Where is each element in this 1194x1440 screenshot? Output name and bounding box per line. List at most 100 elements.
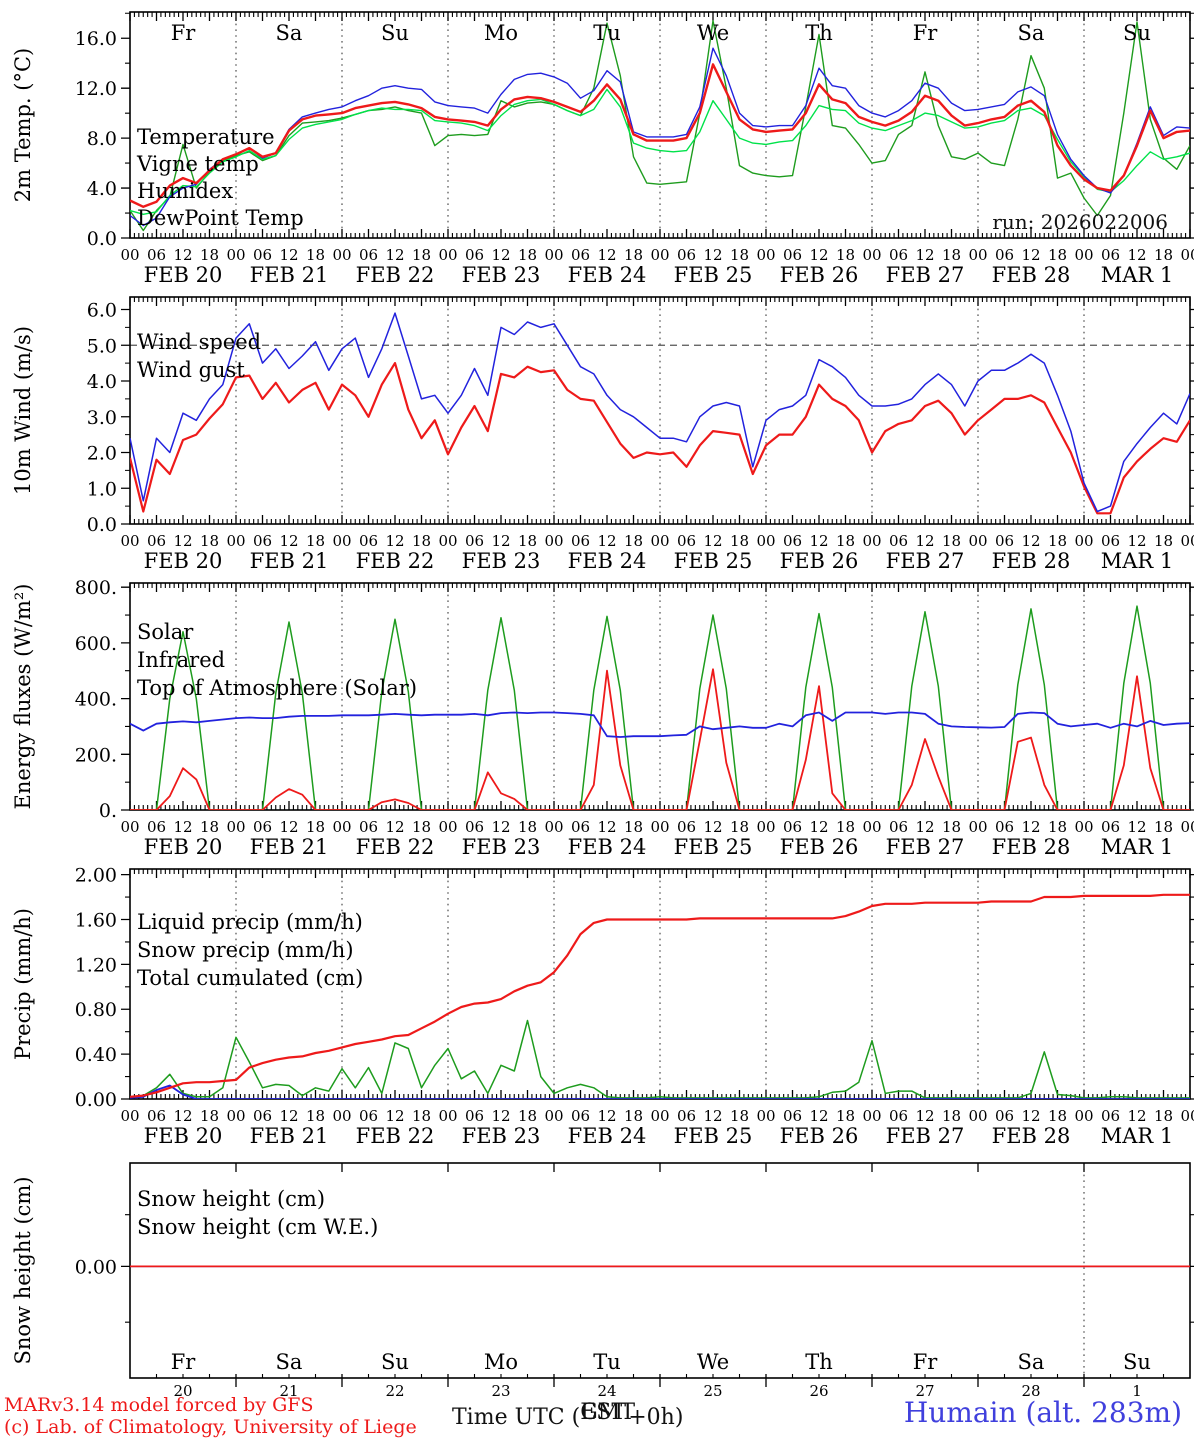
x-hour-label: 12 xyxy=(279,246,298,264)
x-date-label: FEB 25 xyxy=(674,263,753,287)
x-hour-label: 06 xyxy=(147,818,166,836)
x-hour-label: 12 xyxy=(385,1107,404,1125)
x-hour-label: 18 xyxy=(200,532,219,550)
x-hour-label: 00 xyxy=(1180,532,1194,550)
x-day-number-label: 23 xyxy=(491,1382,510,1400)
x-hour-label: 18 xyxy=(200,1107,219,1125)
x-hour-label: 18 xyxy=(1048,1107,1067,1125)
x-hour-label: 00 xyxy=(332,818,351,836)
series-liquid-precip xyxy=(130,1019,1190,1099)
x-date-label: FEB 24 xyxy=(568,835,647,859)
x-hour-label: 18 xyxy=(1048,818,1067,836)
y-ticks-minor xyxy=(125,896,1194,1078)
x-hour-label: 00 xyxy=(226,532,245,550)
x-hour-label: 12 xyxy=(1127,1107,1146,1125)
series-humidex xyxy=(130,47,1190,227)
x-hour-label: 18 xyxy=(624,532,643,550)
series-wind-gust xyxy=(130,312,1190,513)
y-tick-label: 0.00 xyxy=(75,1089,117,1111)
x-hour-label: 12 xyxy=(809,532,828,550)
x-hour-label: 12 xyxy=(597,246,616,264)
x-hour-label: 18 xyxy=(518,246,537,264)
day-of-week-label: Fr xyxy=(171,1350,197,1374)
day-of-week-label: We xyxy=(697,21,729,45)
x-hour-label: 06 xyxy=(359,1107,378,1125)
x-date-label: FEB 21 xyxy=(250,549,329,573)
x-day-number-label: 20 xyxy=(173,1382,192,1400)
x-date-label: FEB 23 xyxy=(462,1124,541,1148)
x-hour-label: 06 xyxy=(359,532,378,550)
day-of-week-label: Tu xyxy=(593,1350,621,1374)
x-hour-label: 00 xyxy=(120,246,139,264)
x-hour-label: 18 xyxy=(200,818,219,836)
x-hour-label: 18 xyxy=(412,818,431,836)
x-hour-label: 00 xyxy=(968,818,987,836)
series-top-of-atmosphere-solar xyxy=(130,605,1190,810)
x-hour-label: 18 xyxy=(306,246,325,264)
y-tick-label: 200. xyxy=(75,744,117,766)
timezone-est: EST xyxy=(580,1400,627,1425)
x-hour-label: 12 xyxy=(1021,818,1040,836)
x-hour-label: 00 xyxy=(1180,1107,1194,1125)
x-date-label: FEB 25 xyxy=(674,549,753,573)
x-hour-label: 18 xyxy=(836,246,855,264)
y-tick-label: 2.0 xyxy=(87,443,117,465)
y-ticks-major xyxy=(121,873,1194,1100)
x-day-number-label: 1 xyxy=(1132,1382,1142,1400)
x-hour-label: 12 xyxy=(385,818,404,836)
y-tick-label: 12.0 xyxy=(75,78,117,100)
series-vigne-temp xyxy=(130,20,1190,232)
hour-ticks-minor xyxy=(133,297,1187,524)
x-hour-label: 12 xyxy=(1127,532,1146,550)
x-hour-label: 12 xyxy=(491,246,510,264)
x-day-number-label: 27 xyxy=(915,1382,934,1400)
x-date-label: FEB 20 xyxy=(144,1124,223,1148)
legend-top-of-atmosphere-solar: Top of Atmosphere (Solar) xyxy=(137,676,417,700)
x-hour-label: 18 xyxy=(942,246,961,264)
x-hour-label: 06 xyxy=(571,818,590,836)
x-hour-label: 12 xyxy=(597,818,616,836)
x-date-label: FEB 27 xyxy=(886,263,965,287)
y-tick-label: 0.0 xyxy=(87,228,117,250)
x-hour-label: 12 xyxy=(173,532,192,550)
x-hour-label: 00 xyxy=(438,818,457,836)
legend-solar: Solar xyxy=(137,620,194,644)
x-hour-label: 18 xyxy=(624,246,643,264)
x-hour-label: 12 xyxy=(809,1107,828,1125)
day-of-week-label: Sa xyxy=(1018,1350,1045,1374)
legend-temperature: Temperature xyxy=(137,125,275,149)
x-hour-label: 06 xyxy=(465,532,484,550)
x-hour-label: 06 xyxy=(1101,532,1120,550)
x-hour-label: 00 xyxy=(226,1107,245,1125)
x-hour-label: 00 xyxy=(226,246,245,264)
x-date-label: FEB 22 xyxy=(356,835,435,859)
x-hour-label: 06 xyxy=(889,1107,908,1125)
x-hour-label: 12 xyxy=(597,1107,616,1125)
x-date-label: FEB 20 xyxy=(144,549,223,573)
y-ticks-minor xyxy=(125,1214,1194,1323)
panel-frame xyxy=(129,11,1191,239)
x-hour-label: 06 xyxy=(147,532,166,550)
day-of-week-label: Su xyxy=(1123,21,1151,45)
x-hour-label: 00 xyxy=(1074,246,1093,264)
y-axis-title-energy-fluxes: Energy fluxes (W/m²) xyxy=(11,584,35,810)
x-hour-label: 18 xyxy=(1154,1107,1173,1125)
x-date-label: FEB 28 xyxy=(992,835,1071,859)
day-of-week-label: Sa xyxy=(276,1350,303,1374)
x-date-label: MAR 1 xyxy=(1101,263,1174,287)
x-hour-label: 06 xyxy=(147,1107,166,1125)
x-hour-label: 18 xyxy=(942,818,961,836)
x-hour-label: 12 xyxy=(173,246,192,264)
x-hour-label: 12 xyxy=(915,532,934,550)
x-hour-label: 18 xyxy=(412,246,431,264)
x-hour-label: 00 xyxy=(544,1107,563,1125)
x-hour-label: 12 xyxy=(915,1107,934,1125)
y-tick-label: 5.0 xyxy=(87,335,117,357)
hour-ticks-minor xyxy=(155,1374,1165,1378)
x-date-label: MAR 1 xyxy=(1101,835,1174,859)
x-hour-label: 06 xyxy=(783,818,802,836)
y-tick-label: 4.0 xyxy=(87,178,117,200)
x-hour-label: 12 xyxy=(279,1107,298,1125)
timezone-overlay: GMT EST xyxy=(580,1400,635,1425)
y-ticks-minor xyxy=(125,12,1194,214)
